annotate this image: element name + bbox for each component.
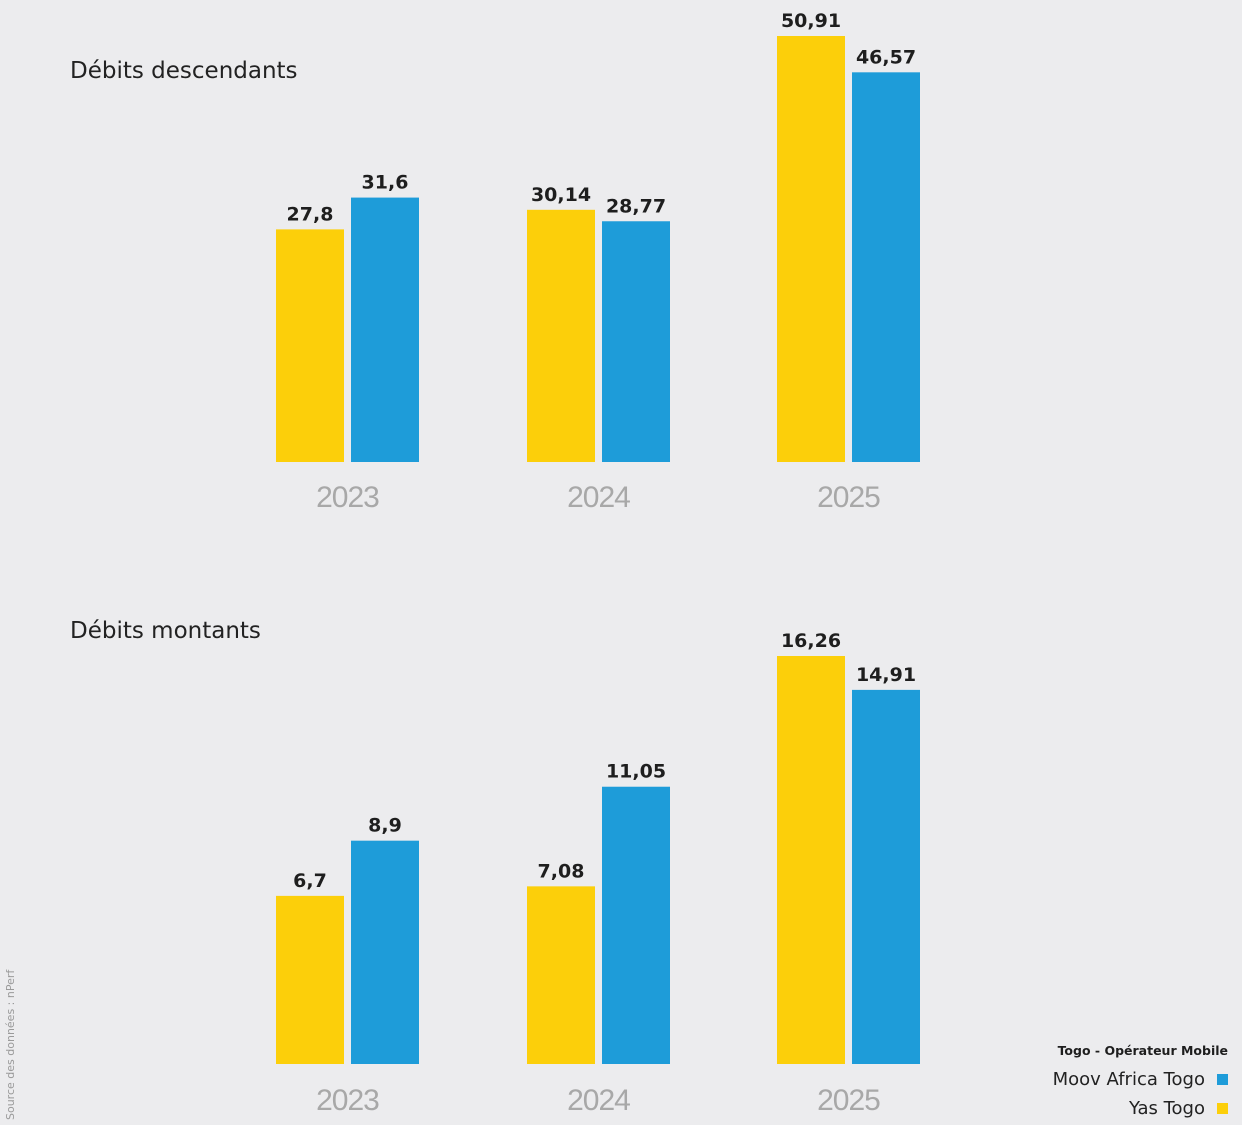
bar-moov-africa-togo-2024	[602, 786, 670, 1064]
year-label-2025: 2025	[817, 1084, 880, 1117]
bar-moov-africa-togo-2024	[602, 221, 670, 462]
value-label-moov-africa-togo-2024: 28,77	[606, 195, 666, 217]
value-label-moov-africa-togo-2023: 31,6	[362, 172, 409, 194]
year-label-2024: 2024	[567, 481, 630, 514]
value-label-moov-africa-togo-2025: 14,91	[856, 664, 916, 686]
value-label-yas-togo-2025: 50,91	[781, 10, 841, 32]
legend-title: Togo - Opérateur Mobile	[1057, 1043, 1228, 1058]
bar-yas-togo-2025	[777, 656, 845, 1064]
value-label-yas-togo-2023: 6,7	[293, 870, 327, 892]
bar-yas-togo-2024	[527, 209, 595, 462]
year-label-2024: 2024	[567, 1084, 630, 1117]
bar-moov-africa-togo-2025	[852, 72, 920, 462]
bar-moov-africa-togo-2025	[852, 689, 920, 1064]
legend-item-moov: Moov Africa Togo	[1053, 1065, 1228, 1094]
source-note: Source des données : nPerf	[4, 969, 17, 1120]
value-label-moov-africa-togo-2025: 46,57	[856, 46, 916, 68]
value-label-yas-togo-2024: 7,08	[538, 860, 585, 882]
legend-label-yas: Yas Togo	[1128, 1098, 1205, 1119]
legend-item-yas: Yas Togo	[1053, 1094, 1228, 1123]
uplink-chart-title: Débits montants	[70, 618, 261, 644]
year-label-2023: 2023	[316, 481, 379, 514]
value-label-moov-africa-togo-2024: 11,05	[606, 761, 666, 783]
year-label-2025: 2025	[817, 481, 880, 514]
value-label-yas-togo-2023: 27,8	[287, 203, 334, 225]
legend-swatch-yas	[1217, 1103, 1228, 1114]
bar-moov-africa-togo-2023	[351, 197, 419, 462]
legend: Togo - Opérateur Mobile Moov Africa Togo…	[1053, 1043, 1228, 1123]
legend-label-moov: Moov Africa Togo	[1052, 1069, 1205, 1090]
bar-yas-togo-2023	[276, 895, 344, 1064]
value-label-yas-togo-2025: 16,26	[781, 630, 841, 652]
bar-yas-togo-2024	[527, 886, 595, 1064]
value-label-moov-africa-togo-2023: 8,9	[368, 815, 402, 837]
year-label-2023: 2023	[316, 1084, 379, 1117]
bar-yas-togo-2023	[276, 229, 344, 462]
downlink-chart-title: Débits descendants	[70, 58, 298, 84]
bar-moov-africa-togo-2023	[351, 840, 419, 1064]
bar-yas-togo-2025	[777, 36, 845, 462]
legend-swatch-moov	[1217, 1074, 1228, 1085]
value-label-yas-togo-2024: 30,14	[531, 184, 591, 206]
